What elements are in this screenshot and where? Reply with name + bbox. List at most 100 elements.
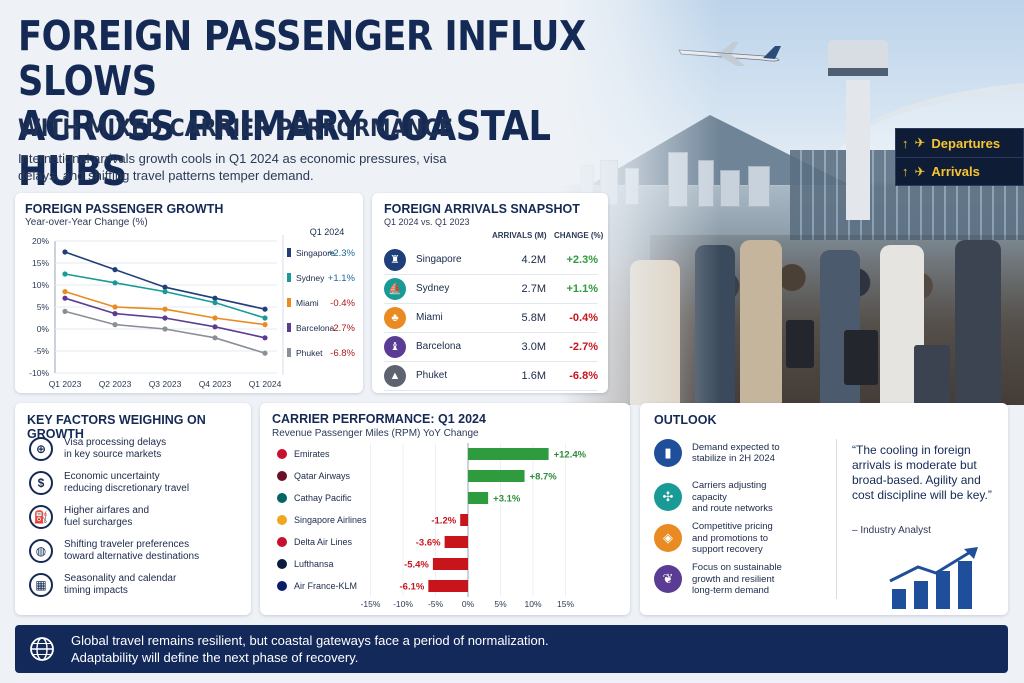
temple-icon: ▲ <box>384 364 406 387</box>
data-point <box>262 350 268 356</box>
factor-item: ◍ Shifting traveler preferences toward alt… <box>29 539 234 563</box>
outlook-item: ❦ Focus on sustainable growth and resilien… <box>654 562 802 597</box>
factor-text: Economic uncertainty reducing discretiona… <box>64 471 190 494</box>
suitcase <box>914 345 950 405</box>
legend-swatch <box>287 248 291 257</box>
y-tick-label: 15% <box>32 258 49 268</box>
outlook-item: ◈ Competitive pricing and promotions to sup… <box>654 521 802 556</box>
traveler-figure <box>740 240 782 405</box>
factor-item: ⊕ Visa processing delays in key source mar… <box>29 437 234 461</box>
legend-swatch <box>287 348 291 357</box>
city-building <box>748 166 770 207</box>
legend-value: -6.8% <box>330 348 355 359</box>
airline-logo-icon <box>277 537 287 547</box>
growth-line-chart: 20% 15% 10% 5% 0% -5% -10%Q1 2023 Q2 2023 Q3 202… <box>29 227 356 389</box>
data-point <box>112 304 118 310</box>
x-tick-label: -5% <box>428 599 444 609</box>
data-point <box>262 322 268 328</box>
control-tower <box>828 40 888 220</box>
carrier-title: CARRIER PERFORMANCE: Q1 2024 <box>272 412 486 426</box>
subheadline: WITH MIXED CARRIER PERFORMANCE <box>18 114 453 142</box>
traveler-figure <box>955 240 1001 405</box>
footer-line-1: Global travel remains resilient, but coa… <box>71 633 549 648</box>
outlook-text: Competitive pricing and promotions to supp… <box>692 521 773 555</box>
data-point <box>162 306 168 312</box>
description: International arrivals growth cools in Q… <box>18 151 447 183</box>
opera-house-icon: ⛵ <box>384 277 406 300</box>
carrier-bar <box>468 448 549 460</box>
bar-value-label: -3.6% <box>416 538 441 549</box>
factor-text: Shifting traveler preferences toward alte… <box>64 539 200 562</box>
x-tick-label: Q3 2023 <box>149 379 182 389</box>
outlook-text: Carriers adjusting capacity and route net… <box>692 480 773 514</box>
arrow-up-icon: ↑ <box>902 135 909 151</box>
carrier-bar <box>444 536 468 548</box>
city-name: Barcelona <box>416 341 462 352</box>
legend-swatch <box>287 323 291 332</box>
carrier-bar <box>468 492 489 504</box>
arrival-plane-icon: ✈ <box>914 163 926 179</box>
factor-item: ▦ Seasonality and calendar timing impacts <box>29 573 234 597</box>
city-name: Singapore <box>416 254 462 265</box>
x-tick-label: -10% <box>393 599 413 609</box>
city-name: Phuket <box>416 370 448 381</box>
leaf-icon: ❦ <box>654 565 682 594</box>
arrivals-value: 1.6M <box>521 369 546 382</box>
snapshot-title: FOREIGN ARRIVALS SNAPSHOT <box>384 202 580 216</box>
globe-icon <box>30 637 54 661</box>
bar-value-label: +3.1% <box>493 494 521 505</box>
change-value: -2.7% <box>569 340 598 353</box>
carrier-subtitle: Revenue Passenger Miles (RPM) YoY Change <box>272 428 479 439</box>
y-tick-label: 10% <box>32 280 49 290</box>
calendar-icon: ▦ <box>29 573 53 597</box>
headline: FOREIGN PASSENGER INFLUX SLOWS ACROSS PR… <box>18 14 637 194</box>
globe-icon: ◍ <box>29 539 53 563</box>
arrivals-label: Arrivals <box>931 164 980 179</box>
snapshot-row: ⛵ Sydney 2.7M +1.1% <box>384 274 598 304</box>
city-name: Miami <box>416 312 443 323</box>
legend-name: Phuket <box>296 348 323 358</box>
suitcase <box>844 330 878 385</box>
data-point <box>112 267 118 273</box>
footer-text: Global travel remains resilient, but coa… <box>71 632 549 666</box>
airline-logo-icon <box>277 493 287 503</box>
airport-photo: ↑ ✈ Departures ↑ ✈ Arrivals <box>560 0 1024 405</box>
airline-name: Lufthansa <box>294 559 334 569</box>
headline-line-2: ACROSS PRIMARY COASTAL HUBS <box>18 102 551 195</box>
change-value: +1.1% <box>566 282 599 295</box>
legend-name: Miami <box>296 298 319 308</box>
arrivals-value: 2.7M <box>521 282 546 295</box>
flight-sign: ↑ ✈ Departures ↑ ✈ Arrivals <box>895 128 1024 186</box>
airline-logo-icon <box>277 559 287 569</box>
legend-name: Sydney <box>296 273 325 283</box>
snapshot-subtitle: Q1 2024 vs. Q1 2023 <box>384 217 470 227</box>
data-point <box>162 315 168 321</box>
data-point <box>112 311 118 317</box>
legend-name: Barcelona <box>296 323 335 333</box>
carrier-bar <box>468 470 525 482</box>
data-point <box>162 326 168 332</box>
outlook-divider <box>836 439 837 599</box>
airline-name: Air France-KLM <box>294 581 357 591</box>
airline-logo-icon <box>277 471 287 481</box>
data-point <box>112 322 118 328</box>
airline-name: Cathay Pacific <box>294 493 352 503</box>
palm-tree-icon: ♣ <box>384 306 406 329</box>
growth-chart-subtitle: Year-over-Year Change (%) <box>25 217 148 228</box>
data-point <box>262 306 268 312</box>
x-tick-label: 0% <box>462 599 475 609</box>
carrier-bar <box>460 514 468 526</box>
data-point <box>162 289 168 295</box>
factor-item: ⛽ Higher airfares and fuel surcharges <box>29 505 234 529</box>
carrier-bar <box>432 558 468 570</box>
carrier-bar-chart: -15% -10% -5% 0% 5% 10% 15% Emirates +12.4% Qatar… <box>277 443 587 609</box>
data-point <box>62 249 68 255</box>
growth-chart-card: FOREIGN PASSENGER GROWTH Year-over-Year … <box>15 193 363 393</box>
outlook-card: OUTLOOK ▮ Demand expected to stabilize in … <box>640 403 1008 615</box>
airline-logo-icon <box>277 515 287 525</box>
carrier-performance-card: CARRIER PERFORMANCE: Q1 2024 Revenue Pas… <box>260 403 630 615</box>
fuel-pump-icon: ⛽ <box>29 505 53 529</box>
snapshot-row: ▲ Phuket 1.6M -6.8% <box>384 361 598 391</box>
column-header-change: CHANGE (%) <box>554 231 604 240</box>
legend-value: +2.3% <box>328 248 356 259</box>
